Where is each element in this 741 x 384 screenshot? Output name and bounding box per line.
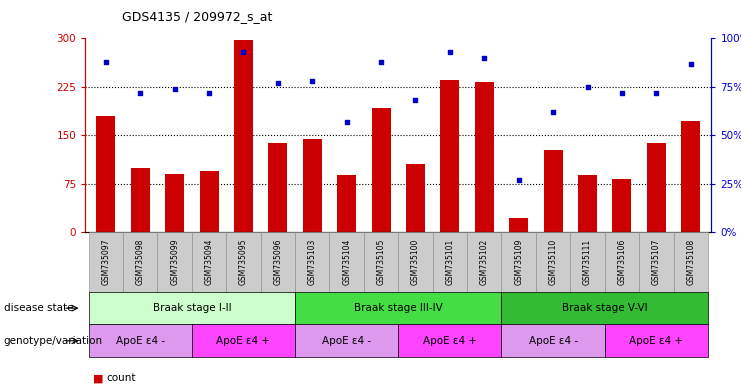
Bar [372, 108, 391, 232]
Point [616, 89, 628, 96]
Text: GSM735107: GSM735107 [652, 239, 661, 285]
Bar [406, 164, 425, 232]
Text: GSM735099: GSM735099 [170, 239, 179, 285]
Bar [475, 82, 494, 232]
Text: Braak stage I-II: Braak stage I-II [153, 303, 231, 313]
Point [410, 98, 422, 104]
Bar [268, 143, 288, 232]
Point [341, 119, 353, 125]
Text: GSM735100: GSM735100 [411, 239, 420, 285]
Bar [509, 218, 528, 232]
Text: GSM735108: GSM735108 [686, 239, 695, 285]
Text: GSM735095: GSM735095 [239, 239, 248, 285]
Text: ■: ■ [93, 373, 103, 383]
Text: GSM735097: GSM735097 [102, 239, 110, 285]
Point [375, 59, 387, 65]
Point [582, 84, 594, 90]
Bar [199, 171, 219, 232]
Point [651, 89, 662, 96]
Text: GSM735110: GSM735110 [548, 239, 558, 285]
Point [100, 59, 112, 65]
Bar [647, 143, 665, 232]
Text: ApoE ε4 -: ApoE ε4 - [322, 336, 371, 346]
Text: Braak stage V-VI: Braak stage V-VI [562, 303, 648, 313]
Text: ApoE ε4 -: ApoE ε4 - [116, 336, 165, 346]
Point [306, 78, 318, 84]
Point [203, 89, 215, 96]
Bar [131, 168, 150, 232]
Bar [234, 40, 253, 232]
Text: GSM735101: GSM735101 [445, 239, 454, 285]
Text: genotype/variation: genotype/variation [4, 336, 103, 346]
Point [134, 89, 146, 96]
Bar [681, 121, 700, 232]
Text: GSM735111: GSM735111 [583, 239, 592, 285]
Point [444, 49, 456, 55]
Text: GSM735098: GSM735098 [136, 239, 144, 285]
Text: GSM735094: GSM735094 [205, 239, 213, 285]
Point [238, 49, 250, 55]
Text: ApoE ε4 +: ApoE ε4 + [423, 336, 477, 346]
Point [169, 86, 181, 92]
Point [272, 80, 284, 86]
Bar [544, 150, 562, 232]
Text: GSM735109: GSM735109 [514, 239, 523, 285]
Text: ApoE ε4 +: ApoE ε4 + [216, 336, 270, 346]
Bar [613, 179, 631, 232]
Bar [440, 80, 459, 232]
Point [685, 61, 697, 67]
Point [479, 55, 491, 61]
Point [547, 109, 559, 115]
Text: GSM735103: GSM735103 [308, 239, 317, 285]
Text: GSM735104: GSM735104 [342, 239, 351, 285]
Bar [165, 174, 184, 232]
Bar [96, 116, 116, 232]
Text: GDS4135 / 209972_s_at: GDS4135 / 209972_s_at [122, 10, 273, 23]
Text: disease state: disease state [4, 303, 73, 313]
Text: GSM735096: GSM735096 [273, 239, 282, 285]
Text: ApoE ε4 +: ApoE ε4 + [629, 336, 683, 346]
Bar [303, 139, 322, 232]
Text: GSM735102: GSM735102 [479, 239, 489, 285]
Text: GSM735105: GSM735105 [376, 239, 385, 285]
Point [513, 177, 525, 183]
Text: ApoE ε4 -: ApoE ε4 - [528, 336, 578, 346]
Bar [337, 175, 356, 232]
Text: count: count [106, 373, 136, 383]
Bar [578, 175, 597, 232]
Text: Braak stage III-IV: Braak stage III-IV [354, 303, 442, 313]
Text: GSM735106: GSM735106 [617, 239, 626, 285]
